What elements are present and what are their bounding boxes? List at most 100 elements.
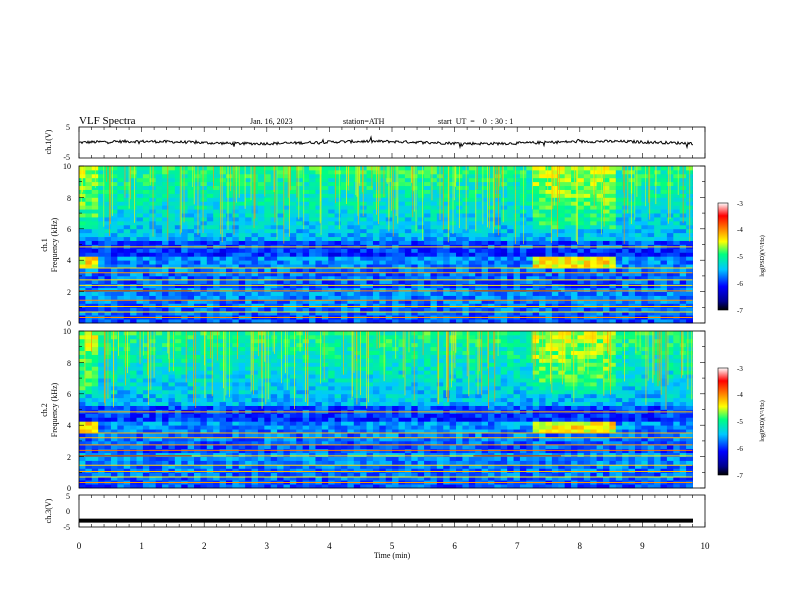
spectrogram-cell (462, 252, 470, 257)
spectrogram-cell (360, 217, 367, 222)
spectrogram-cell (609, 303, 617, 308)
spectrogram-cell (130, 166, 137, 171)
spectrogram-cell (475, 279, 482, 285)
spectrogram-cell (526, 295, 534, 300)
spectrogram-cell (91, 197, 99, 202)
spectrogram-cell (417, 303, 425, 308)
spectrogram-cell (424, 252, 431, 257)
spectrogram-cell (577, 248, 585, 253)
spectrogram-cell (155, 252, 163, 257)
spectrogram-cell (200, 189, 208, 194)
spectrogram-cell (104, 440, 112, 446)
spectrogram-cell (481, 283, 489, 289)
spectrogram-cell (200, 401, 208, 406)
spectrogram-cell (545, 260, 553, 265)
spectrogram-cell (200, 370, 208, 375)
spectrogram-cell (398, 181, 406, 187)
spectrogram-cell (110, 201, 118, 206)
spectrogram-cell (443, 275, 451, 281)
spectrogram-cell (257, 232, 265, 238)
spectrogram-cell (200, 177, 208, 183)
spectrogram-cell (123, 166, 131, 171)
spectrogram-cell (296, 264, 304, 269)
spectrogram-cell (232, 299, 240, 304)
spectrogram-cell (130, 185, 137, 190)
spectrogram-cell (117, 452, 125, 458)
spectrogram-cell (475, 275, 482, 281)
spectrogram-cell (245, 193, 252, 198)
spectrogram-cell (456, 232, 463, 238)
spectrogram-cell (315, 307, 323, 312)
spectrogram-cell (219, 197, 227, 202)
spectrogram-cell (283, 193, 291, 198)
spectrogram-cell (539, 283, 546, 289)
spectrogram-cell (615, 271, 623, 277)
spectrogram-cell (647, 287, 655, 293)
spectrogram-cell (142, 342, 150, 348)
spectrogram-cell (289, 303, 297, 308)
spectrogram-cell (168, 220, 176, 226)
spectrogram-cell (468, 213, 476, 218)
spectrogram-cell (487, 185, 495, 190)
spectrogram-cell (110, 476, 118, 481)
spectrogram-cell (91, 464, 99, 469)
spectrogram-cell (264, 201, 272, 206)
spectrogram-cell (609, 189, 617, 194)
spectrogram-cell (181, 405, 189, 410)
spectrogram-cell (91, 303, 99, 308)
spectrogram-cell (110, 252, 118, 257)
spectrogram-cell (110, 166, 118, 171)
spectrogram-cell (513, 279, 521, 285)
spectrogram-cell (634, 271, 642, 277)
spectrogram-cell (98, 189, 105, 194)
spectrogram-cell (353, 303, 361, 308)
spectrogram-cell (219, 264, 227, 269)
spectrogram-cell (270, 256, 278, 261)
spectrogram-cell (136, 393, 144, 399)
spectrogram-cell (104, 397, 112, 403)
spectrogram-cell (424, 185, 431, 190)
spectrogram-cell (564, 291, 572, 296)
spectrogram-cell (181, 460, 189, 465)
spectrogram-cell (225, 197, 233, 202)
spectrogram-cell (615, 307, 623, 312)
spectrogram-cell (532, 209, 540, 214)
spectrogram-cell (430, 248, 438, 253)
spectrogram-cell (404, 213, 412, 218)
spectrogram-cell (539, 311, 546, 316)
spectrogram-cell (334, 279, 342, 285)
spectrogram-cell (174, 366, 182, 371)
spectrogram-cell (289, 307, 297, 312)
spectrogram-cell (654, 220, 661, 226)
spectrogram-cell (194, 209, 201, 214)
spectrogram-cell (424, 260, 431, 265)
spectrogram-cell (168, 436, 176, 442)
spectrogram-cell (200, 279, 208, 285)
spectrogram-cell (564, 283, 572, 289)
spectrogram-cell (366, 279, 374, 285)
spectrogram-cell (564, 248, 572, 253)
spectrogram-cell (379, 256, 387, 261)
spectrogram-cell (79, 236, 86, 241)
spectrogram-cell (417, 213, 425, 218)
spectrogram-cell (366, 268, 374, 273)
spectrogram-cell (79, 444, 86, 450)
spectrogram-cell (162, 413, 169, 418)
spectrogram-cell (481, 193, 489, 198)
spectrogram-cell (622, 213, 629, 218)
spectrogram-cell (104, 460, 112, 465)
spectrogram-cell (110, 319, 118, 324)
spectrogram-cell (283, 189, 291, 194)
spectrogram-cell (341, 252, 348, 257)
spectrogram-cell (79, 366, 86, 371)
spectrogram-cell (98, 169, 105, 175)
spectrogram-cell (430, 209, 438, 214)
spectrogram-cell (219, 311, 227, 316)
spectrogram-cell (98, 464, 105, 469)
spectrogram-cell (85, 299, 93, 304)
spectrogram-cell (296, 197, 304, 202)
spectrogram-cell (571, 287, 578, 293)
spectrogram-cell (634, 169, 642, 175)
spectrogram-cell (647, 232, 655, 238)
spectrogram-cell (500, 173, 508, 179)
